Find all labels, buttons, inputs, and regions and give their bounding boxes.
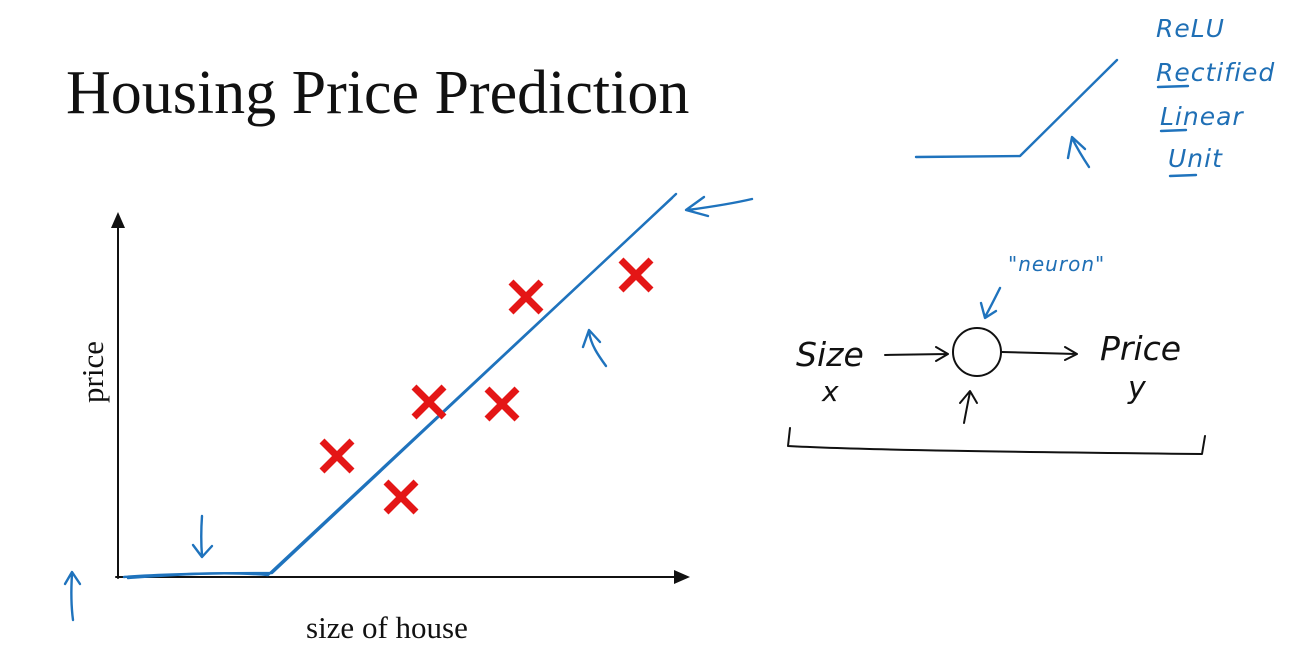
output-label: Price [1100, 329, 1182, 368]
relu-note-line-4: Unit [1168, 144, 1223, 173]
data-points [319, 257, 654, 515]
neuron-label: "neuron" [1008, 252, 1106, 276]
relu-fit-stroke [122, 192, 678, 579]
cross-stroke [319, 438, 355, 474]
cross-stroke [508, 279, 544, 315]
neuron-pointer-arrow [959, 390, 978, 424]
data-point-cross [383, 479, 419, 515]
data-point-cross [484, 386, 520, 422]
relu-curve [914, 58, 1119, 159]
underline-u [1168, 173, 1198, 178]
data-point-cross [618, 257, 654, 293]
cross-stroke [618, 257, 654, 293]
input-arrow [884, 346, 949, 362]
relu-note-line-3: Linear [1160, 102, 1244, 131]
x-axis-arrowhead [674, 570, 690, 584]
relu-note-line-1: ReLU [1156, 14, 1225, 43]
plot-axes [111, 212, 690, 584]
relu-fit-stroke-2 [126, 196, 674, 580]
data-point-cross [319, 438, 355, 474]
slope-arrow [581, 328, 608, 368]
fit-line [122, 192, 678, 580]
cross-stroke [484, 386, 520, 422]
zero-segment-arrow [191, 514, 214, 559]
line-end-arrow [684, 195, 754, 218]
cross-stroke [383, 479, 419, 515]
cross-stroke [411, 384, 447, 420]
bracket [787, 427, 1206, 455]
y-axis-arrowhead [111, 212, 125, 228]
output-variable: y [1128, 371, 1146, 406]
underline-r [1156, 84, 1190, 89]
neuron-circle [952, 327, 1002, 377]
underline-l [1159, 128, 1188, 133]
slide-title: Housing Price Prediction [66, 59, 690, 127]
origin-arrow [63, 570, 82, 622]
relu-note-line-2: Rectified [1156, 58, 1276, 87]
data-point-cross [411, 384, 447, 420]
relu-sketch [914, 58, 1198, 178]
neuron-diagram-strokes [787, 286, 1206, 455]
input-variable: x [822, 375, 839, 408]
output-arrow [1001, 346, 1078, 361]
input-label: Size [796, 335, 864, 374]
relu-kink-arrow [1066, 135, 1091, 169]
data-point-cross [508, 279, 544, 315]
y-axis-label: price [75, 341, 110, 403]
x-axis-label: size of house [306, 610, 468, 645]
neuron-label-arrow [979, 286, 1002, 320]
